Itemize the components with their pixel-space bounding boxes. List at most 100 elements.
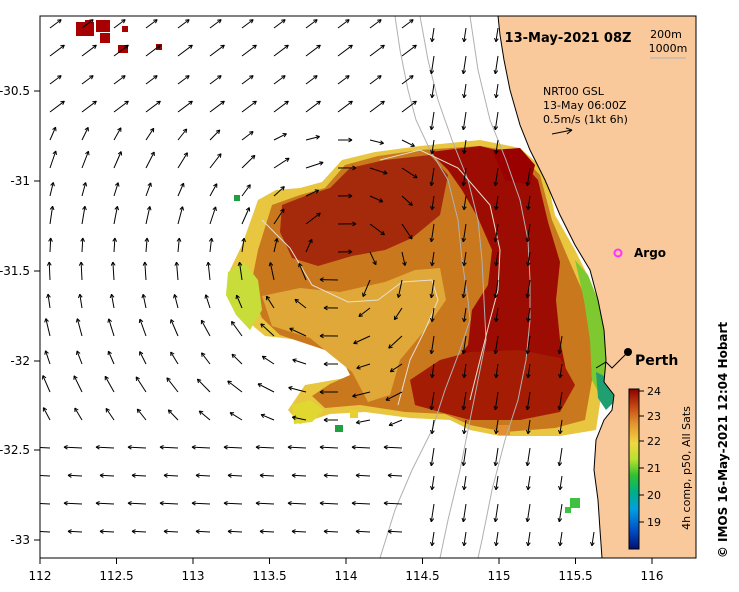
- current-vector: [198, 410, 211, 421]
- current-vector-head: [174, 261, 177, 266]
- current-vector-head: [49, 205, 53, 210]
- current-vector-head: [36, 531, 39, 533]
- current-vector-head: [144, 237, 148, 242]
- current-vector-head: [212, 206, 217, 210]
- current-vector-head: [249, 131, 254, 133]
- current-vector-head: [430, 261, 433, 266]
- current-vector: [191, 446, 211, 449]
- current-vector-head: [463, 542, 467, 547]
- current-vector-head: [495, 542, 499, 547]
- current-vector-head: [88, 151, 90, 156]
- current-vector-head: [138, 319, 141, 324]
- current-vector-head: [352, 167, 357, 171]
- current-vector-head: [163, 473, 168, 476]
- current-vector-head: [396, 293, 399, 298]
- current-vector-head: [82, 182, 87, 186]
- current-vector: [49, 206, 54, 225]
- current-vector-head: [557, 405, 560, 410]
- current-vector: [292, 359, 307, 365]
- current-vector: [527, 363, 531, 378]
- current-vector: [159, 502, 179, 505]
- current-vector-head: [99, 529, 104, 532]
- x-tick-label: 115.5: [558, 569, 592, 583]
- current-vector-head: [127, 500, 132, 504]
- current-vector-head: [323, 529, 328, 532]
- current-vector: [231, 353, 243, 365]
- current-vector-head: [74, 407, 79, 411]
- colorbar-tick-label: 23: [647, 410, 661, 423]
- current-vector: [431, 363, 435, 378]
- current-vector: [241, 238, 245, 253]
- current-vector-head: [362, 293, 367, 297]
- current-vector-head: [59, 19, 62, 24]
- current-vector-head: [191, 446, 196, 450]
- current-vector-head: [430, 126, 435, 131]
- current-vector-head: [219, 19, 222, 24]
- current-vector: [177, 44, 193, 57]
- current-vector-head: [205, 294, 209, 298]
- current-vector-head: [430, 93, 433, 98]
- current-vector: [527, 251, 531, 266]
- current-vector-head: [494, 462, 499, 467]
- current-vector: [197, 378, 211, 393]
- current-vector: [462, 503, 467, 522]
- current-vector-head: [430, 149, 433, 154]
- current-vector-head: [345, 75, 350, 77]
- current-vector-head: [104, 375, 109, 379]
- current-vector: [273, 44, 289, 57]
- current-vector: [355, 474, 371, 477]
- current-vector-head: [431, 150, 435, 155]
- current-vector-head: [558, 518, 563, 523]
- current-vector: [462, 335, 467, 354]
- current-vector-head: [461, 517, 464, 522]
- current-vector: [369, 223, 385, 236]
- current-vector-head: [430, 37, 433, 42]
- current-vector-head: [63, 500, 68, 504]
- current-vector-head: [227, 529, 232, 532]
- current-vector-head: [493, 461, 496, 466]
- current-vector-head: [60, 100, 65, 103]
- current-vector: [526, 167, 531, 186]
- current-vector-head: [461, 405, 464, 410]
- current-vector: [259, 530, 275, 533]
- current-vector-head: [318, 212, 321, 217]
- current-vector-head: [495, 262, 499, 267]
- current-vector: [79, 294, 83, 309]
- current-vector-head: [319, 502, 324, 506]
- current-vector-head: [251, 131, 254, 136]
- current-vector: [63, 502, 83, 505]
- current-vector-head: [95, 446, 100, 450]
- current-vector: [430, 111, 435, 130]
- current-vector: [463, 27, 467, 42]
- current-vector-head: [241, 237, 245, 242]
- current-vector-head: [201, 352, 206, 355]
- current-vector: [145, 151, 155, 169]
- current-vector: [289, 327, 307, 337]
- current-vector-head: [281, 19, 286, 21]
- current-vector-head: [494, 261, 497, 266]
- current-vector: [323, 530, 339, 533]
- current-vector: [112, 261, 115, 281]
- current-vector-head: [286, 157, 290, 162]
- current-vector: [273, 186, 285, 197]
- current-vector: [369, 167, 388, 174]
- current-vector: [305, 136, 320, 141]
- current-vector-head: [94, 44, 97, 50]
- current-vector-head: [95, 502, 100, 506]
- current-vector-head: [352, 395, 357, 398]
- current-vector: [131, 530, 147, 533]
- current-vector-head: [431, 374, 435, 379]
- current-vector-head: [462, 294, 467, 299]
- current-vector: [463, 419, 467, 434]
- current-vector-head: [223, 500, 228, 504]
- current-vector: [462, 279, 467, 298]
- current-vector-head: [347, 19, 350, 24]
- current-vector-head: [191, 502, 196, 506]
- current-vector-head: [387, 474, 392, 478]
- current-vector: [113, 237, 116, 253]
- current-vector-head: [525, 517, 528, 522]
- current-vector-head: [463, 430, 467, 435]
- current-vector-head: [462, 37, 465, 42]
- current-vector-head: [463, 150, 467, 155]
- current-vector: [431, 307, 435, 322]
